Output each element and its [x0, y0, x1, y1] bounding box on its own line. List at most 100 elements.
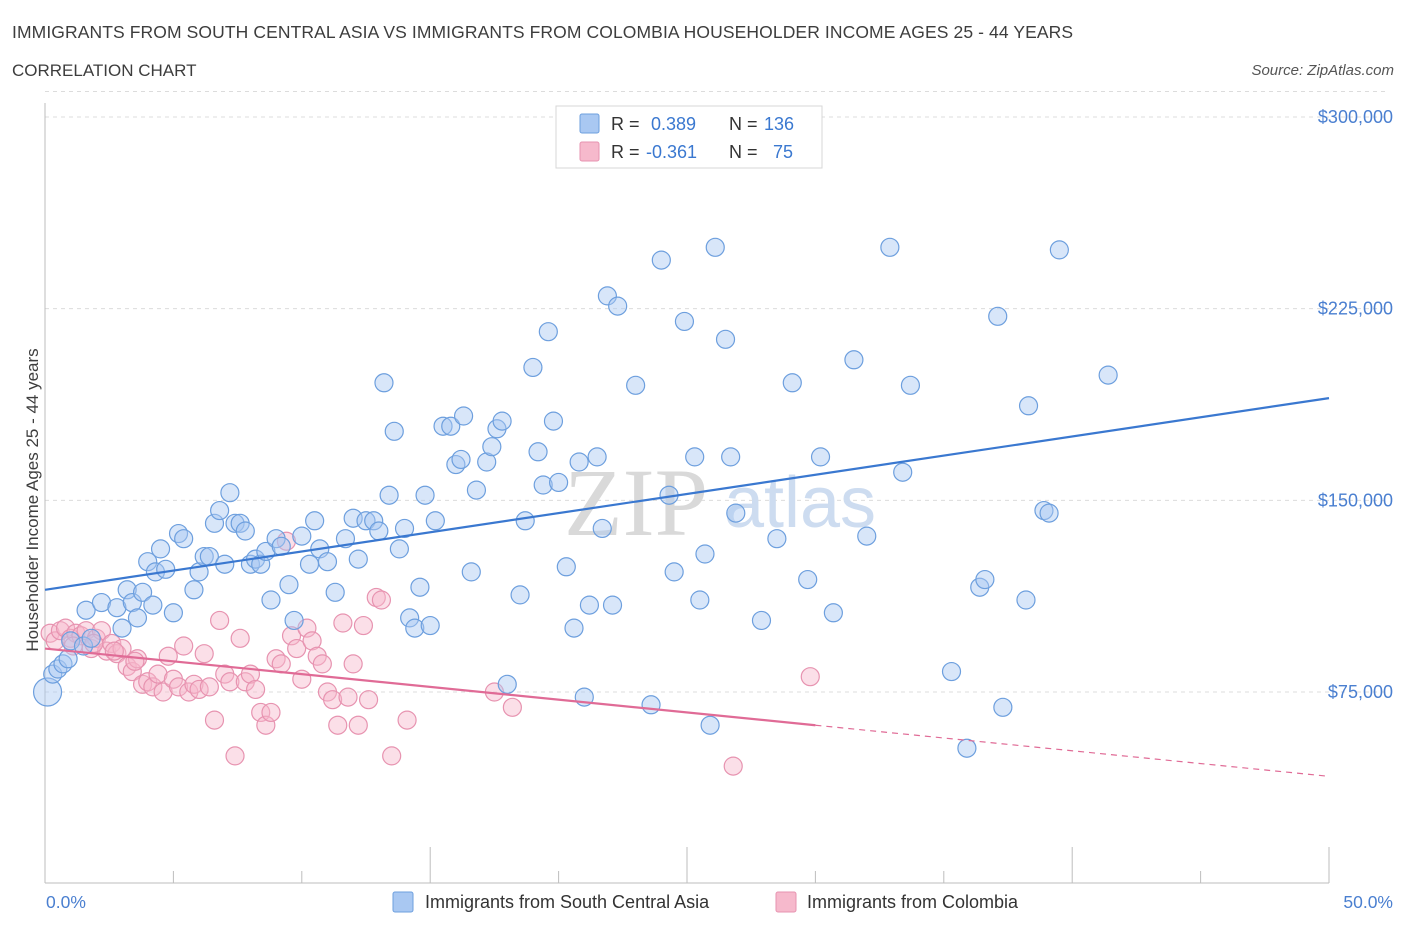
pink-point-61	[353, 615, 374, 636]
blue-point-3	[53, 654, 73, 674]
y-tick-label-0: $75,000	[1328, 682, 1393, 702]
blue-point-2	[48, 659, 68, 679]
pink-point-74	[125, 651, 145, 671]
axes	[44, 103, 1330, 884]
pink-point-56	[328, 715, 348, 735]
blue-point-72	[461, 562, 481, 582]
blue-point-55	[369, 521, 389, 541]
blue-point-105	[695, 544, 715, 564]
blue-point-86	[548, 472, 569, 493]
blue-point-125	[975, 569, 995, 590]
pink-point-37	[230, 628, 250, 648]
y-axis-label: Householder Income Ages 25 - 44 years	[23, 348, 42, 651]
blue-point-131	[1039, 503, 1059, 523]
pink-point-32	[204, 710, 225, 730]
blue-point-110	[726, 503, 746, 523]
blue-point-37	[251, 554, 271, 574]
pink-point-58	[338, 687, 358, 707]
blue-point-126	[988, 306, 1008, 326]
blue-point-54	[364, 511, 384, 531]
blue-point-87	[556, 557, 576, 577]
blue-point-23	[174, 529, 194, 549]
pink-series-points	[40, 531, 820, 776]
pink-point-43	[261, 702, 281, 723]
legend-swatch-blue	[392, 891, 414, 913]
y-tick-label-1: $150,000	[1318, 490, 1393, 510]
blue-point-59	[389, 539, 409, 559]
pink-point-70	[800, 667, 820, 687]
blue-point-7	[81, 628, 101, 648]
pink-point-22	[153, 682, 173, 702]
blue-point-84	[538, 322, 558, 342]
pink-point-26	[174, 636, 194, 656]
blue-point-128	[1016, 590, 1036, 610]
stats-r-value-blue: 0.389	[651, 114, 696, 134]
watermark-atlas: atlas	[724, 463, 876, 543]
stats-legend-box	[555, 105, 823, 169]
pink-point-57	[333, 613, 353, 633]
blue-point-81	[523, 357, 543, 378]
x-tick-min: 0.0%	[46, 892, 86, 912]
blue-point-13	[122, 592, 142, 613]
blue-point-95	[602, 595, 623, 615]
stats-n-value-blue: 136	[764, 114, 794, 134]
legend-swatch-pink	[775, 891, 797, 913]
blue-point-15	[132, 582, 153, 602]
pink-point-28	[184, 674, 204, 694]
blue-point-58	[384, 421, 404, 441]
pink-point-31	[199, 677, 219, 697]
blue-point-39	[261, 590, 281, 610]
blue-point-52	[348, 549, 368, 569]
blue-point-96	[608, 296, 628, 316]
blue-point-132	[1049, 240, 1069, 260]
pink-point-51	[302, 631, 322, 651]
blue-point-130	[1034, 500, 1054, 521]
blue-point-77	[492, 411, 512, 431]
blue-point-78	[497, 674, 517, 694]
blue-point-114	[798, 569, 818, 590]
pink-point-42	[256, 715, 276, 735]
blue-point-103	[685, 447, 705, 467]
blue-point-122	[941, 661, 962, 682]
blue-point-91	[579, 595, 600, 615]
blue-point-29	[210, 500, 230, 521]
pink-point-65	[382, 746, 402, 766]
pink-point-48	[287, 638, 307, 659]
blue-point-45	[299, 554, 320, 574]
blue-point-1	[43, 664, 63, 684]
blue-point-111	[751, 610, 772, 631]
stats-swatch-blue	[579, 113, 600, 134]
blue-point-48	[317, 552, 338, 572]
blue-point-46	[305, 511, 325, 531]
y-tick-label-2: $225,000	[1318, 299, 1393, 319]
blue-point-17	[143, 595, 163, 615]
blue-point-83	[533, 475, 553, 495]
blue-point-64	[415, 485, 435, 505]
blue-point-109	[721, 447, 741, 467]
blue-point-99	[651, 250, 671, 270]
legend-label-pink: Immigrants from Colombia	[807, 892, 1019, 912]
pink-point-14	[112, 638, 132, 659]
blue-point-73	[466, 480, 487, 500]
blue-point-32	[225, 513, 245, 533]
blue-point-10	[107, 598, 127, 618]
blue-point-28	[204, 513, 225, 533]
blue-point-101	[664, 562, 684, 582]
pink-point-36	[225, 746, 245, 766]
legend-label-blue: Immigrants from South Central Asia	[425, 892, 710, 912]
blue-point-34	[235, 521, 255, 541]
pink-point-25	[168, 677, 189, 697]
blue-point-14	[127, 608, 148, 628]
blue-point-31	[220, 483, 240, 503]
blue-point-106	[700, 715, 720, 735]
pink-point-66	[397, 710, 417, 730]
pink-point-55	[323, 690, 343, 710]
blue-point-93	[592, 518, 612, 539]
blue-point-56	[374, 373, 394, 393]
pink-point-21	[148, 664, 168, 684]
blue-point-67	[433, 416, 453, 436]
pink-point-53	[312, 654, 332, 674]
blue-point-129	[1018, 396, 1039, 416]
blue-point-16	[138, 552, 158, 572]
stats-swatch-pink	[579, 141, 600, 162]
